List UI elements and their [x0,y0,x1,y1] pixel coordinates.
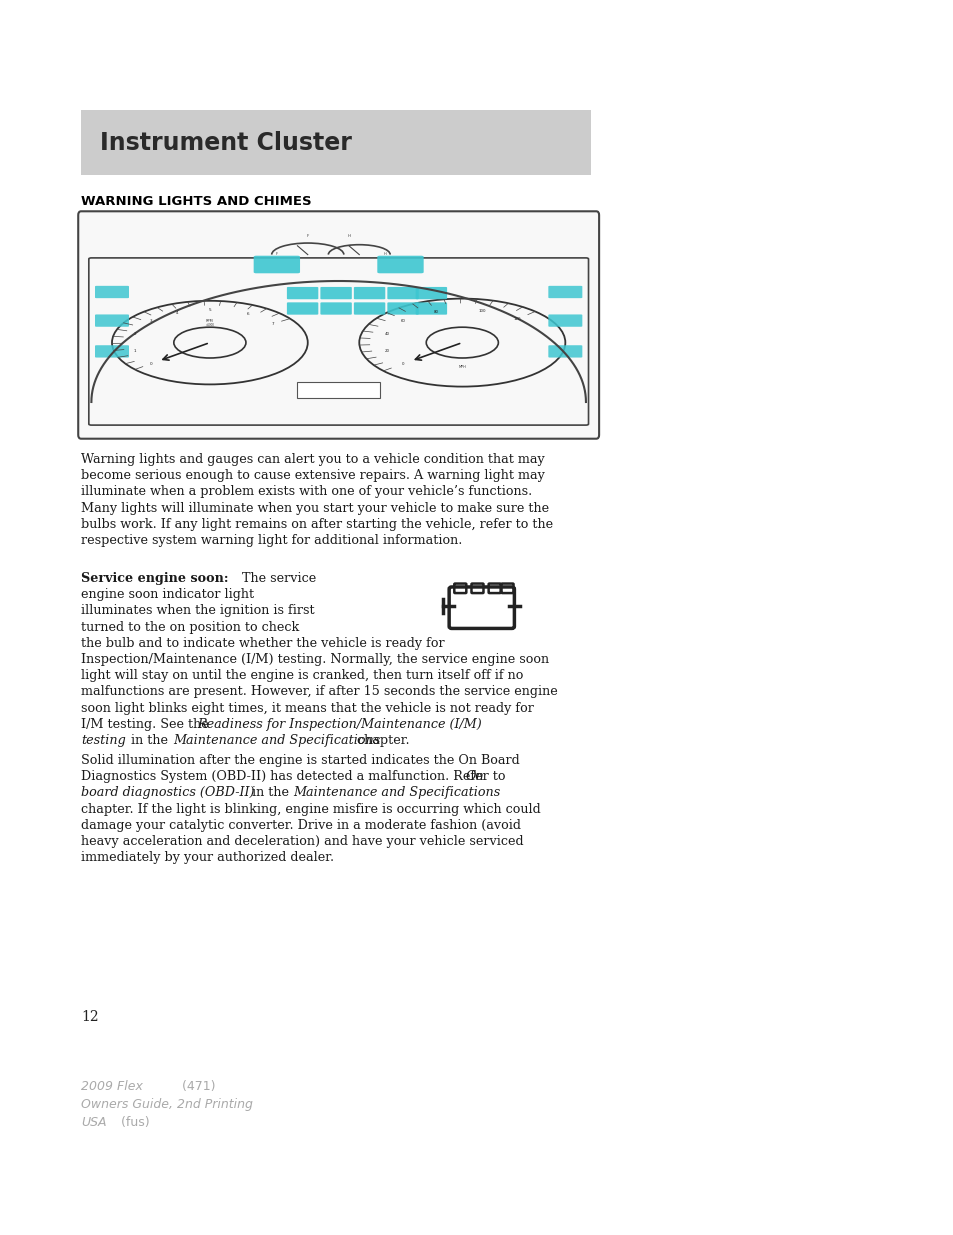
FancyBboxPatch shape [548,346,581,358]
Text: illuminates when the ignition is first: illuminates when the ignition is first [81,604,314,618]
Text: The service: The service [238,572,316,585]
Text: F: F [275,252,277,256]
Text: respective system warning light for additional information.: respective system warning light for addi… [81,534,462,547]
FancyBboxPatch shape [297,382,379,398]
Text: 2: 2 [133,332,136,336]
Text: light will stay on until the engine is cranked, then turn itself off if no: light will stay on until the engine is c… [81,669,523,682]
Text: 0: 0 [150,362,152,366]
Text: chapter.: chapter. [353,734,409,747]
FancyBboxPatch shape [354,287,385,299]
FancyBboxPatch shape [78,211,598,438]
Text: board diagnostics (OBD-II): board diagnostics (OBD-II) [81,787,254,799]
Text: 12: 12 [81,1010,98,1024]
Text: 1: 1 [133,350,136,353]
FancyBboxPatch shape [287,303,318,315]
FancyBboxPatch shape [354,303,385,315]
Text: Diagnostics System (OBD-II) has detected a malfunction. Refer to: Diagnostics System (OBD-II) has detected… [81,771,509,783]
FancyBboxPatch shape [95,315,129,327]
Text: illuminate when a problem exists with one of your vehicle’s functions.: illuminate when a problem exists with on… [81,485,532,499]
FancyBboxPatch shape [548,315,581,327]
Text: 120: 120 [513,317,520,321]
Text: 4: 4 [175,311,178,315]
Text: 7: 7 [272,321,274,326]
Text: become serious enough to cause extensive repairs. A warning light may: become serious enough to cause extensive… [81,469,544,482]
FancyBboxPatch shape [387,303,418,315]
Text: Instrument Cluster: Instrument Cluster [100,131,352,154]
Text: 5: 5 [209,308,211,311]
Text: (471): (471) [178,1079,215,1093]
Text: heavy acceleration and deceleration) and have your vehicle serviced: heavy acceleration and deceleration) and… [81,835,523,848]
FancyBboxPatch shape [320,287,352,299]
Text: Warning lights and gauges can alert you to a vehicle condition that may: Warning lights and gauges can alert you … [81,453,544,466]
FancyBboxPatch shape [387,287,418,299]
Text: Inspection/Maintenance (I/M) testing. Normally, the service engine soon: Inspection/Maintenance (I/M) testing. No… [81,653,549,666]
FancyBboxPatch shape [376,256,423,273]
Text: testing: testing [81,734,126,747]
Text: engine soon indicator light: engine soon indicator light [81,588,253,601]
Text: MPH: MPH [458,364,466,368]
Text: 100: 100 [478,309,485,312]
Text: in the: in the [248,787,293,799]
FancyBboxPatch shape [416,303,447,315]
Text: 60: 60 [400,320,405,324]
FancyBboxPatch shape [253,256,299,273]
Text: Service engine soon:: Service engine soon: [81,572,229,585]
Text: 0: 0 [401,362,404,366]
Text: RPM: RPM [206,319,213,322]
Text: Solid illumination after the engine is started indicates the On Board: Solid illumination after the engine is s… [81,755,519,767]
Text: 80: 80 [433,310,438,314]
Text: 3: 3 [150,320,152,324]
Text: immediately by your authorized dealer.: immediately by your authorized dealer. [81,851,334,864]
Text: 6: 6 [247,312,250,316]
Text: Maintenance and Specifications: Maintenance and Specifications [173,734,380,747]
Text: damage your catalytic converter. Drive in a moderate fashion (avoid: damage your catalytic converter. Drive i… [81,819,520,832]
Text: bulbs work. If any light remains on after starting the vehicle, refer to the: bulbs work. If any light remains on afte… [81,517,553,531]
Text: (fus): (fus) [117,1116,150,1129]
Text: Many lights will illuminate when you start your vehicle to make sure the: Many lights will illuminate when you sta… [81,501,549,515]
Text: I/M testing. See the: I/M testing. See the [81,718,213,731]
FancyBboxPatch shape [81,110,591,175]
Text: Maintenance and Specifications: Maintenance and Specifications [293,787,499,799]
Text: H: H [347,233,350,238]
FancyBboxPatch shape [548,285,581,298]
Text: Owners Guide, 2nd Printing: Owners Guide, 2nd Printing [81,1098,253,1112]
Text: 2009 Flex: 2009 Flex [81,1079,143,1093]
Text: On: On [465,771,484,783]
FancyBboxPatch shape [320,303,352,315]
FancyBboxPatch shape [95,346,129,358]
FancyBboxPatch shape [416,287,447,299]
Text: 20: 20 [385,350,390,353]
Text: Readiness for Inspection/Maintenance (I/M): Readiness for Inspection/Maintenance (I/… [197,718,481,731]
Text: the bulb and to indicate whether the vehicle is ready for: the bulb and to indicate whether the veh… [81,637,444,650]
Text: WARNING LIGHTS AND CHIMES: WARNING LIGHTS AND CHIMES [81,195,312,207]
Text: in the: in the [127,734,172,747]
Text: malfunctions are present. However, if after 15 seconds the service engine: malfunctions are present. However, if af… [81,685,558,699]
Text: F: F [306,233,309,238]
Text: H: H [383,252,386,256]
FancyBboxPatch shape [95,285,129,298]
FancyBboxPatch shape [287,287,318,299]
Text: chapter. If the light is blinking, engine misfire is occurring which could: chapter. If the light is blinking, engin… [81,803,540,815]
Text: soon light blinks eight times, it means that the vehicle is not ready for: soon light blinks eight times, it means … [81,701,534,715]
Text: USA: USA [81,1116,107,1129]
Text: ×1000: ×1000 [205,324,214,327]
Text: turned to the on position to check: turned to the on position to check [81,621,299,634]
Text: 40: 40 [385,332,390,336]
